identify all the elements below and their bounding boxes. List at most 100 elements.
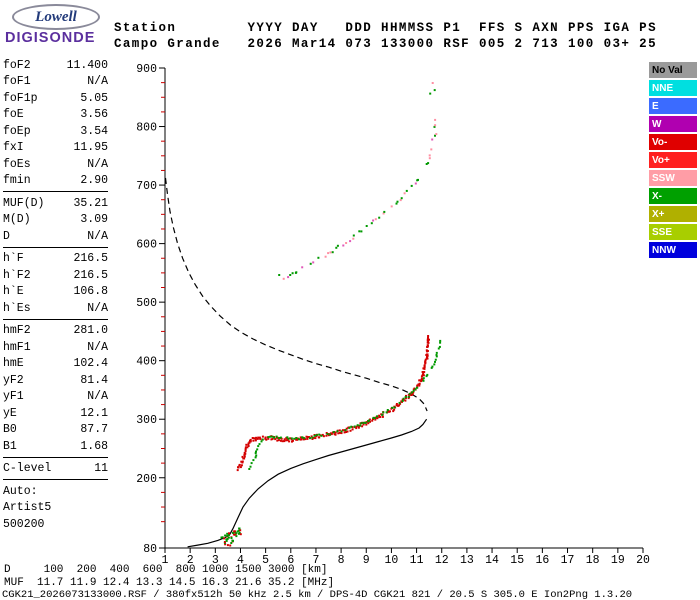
lowell-logo: Lowell	[12, 4, 100, 30]
param-value: 35.21	[73, 196, 108, 210]
param-value: 3.09	[80, 213, 108, 227]
param-label: B0	[3, 423, 17, 437]
param-row-d: D N/A	[3, 228, 108, 245]
station-header-line1: Station YYYY DAY DDD HHMMSS P1 FFS S AXN…	[114, 21, 657, 35]
param-row-hmf1: hmF1 N/A	[3, 339, 108, 356]
param-row-m-d: M(D) 3.09	[3, 212, 108, 229]
x-tick-label: 11	[410, 554, 424, 567]
param-row-fof1p: foF1p 5.05	[3, 90, 108, 107]
param-row-fof2: foF2 11.400	[3, 57, 108, 74]
param-row-fxi: fxI 11.95	[3, 140, 108, 157]
param-label: hmF2	[3, 324, 31, 338]
param-value: 12.1	[80, 406, 108, 420]
parameter-panel: foF2 11.400 foF1 N/A foF1p 5.05 foE 3.56 foEp 3.5…	[3, 57, 108, 533]
param-row-ye: yE 12.1	[3, 405, 108, 422]
param-value: 11	[94, 462, 108, 476]
param-label: h`F2	[3, 268, 31, 282]
param-row-h-f: h`F 216.5	[3, 251, 108, 268]
legend-item-ssw: SSW	[649, 170, 697, 186]
digisonde-wordmark: DIGISONDE	[5, 30, 96, 46]
direction-legend: No Val NNE E W Vo- Vo+ SSW X- X+ SSE NNW	[649, 62, 697, 260]
y-tick-label: 900	[136, 63, 157, 76]
legend-item-vo: Vo-	[649, 134, 697, 150]
param-value: 216.5	[73, 252, 108, 266]
x-tick-label: 17	[561, 554, 575, 567]
param-value: 2.90	[80, 174, 108, 188]
param-row-b0: B0 87.7	[3, 422, 108, 439]
param-label: fmin	[3, 174, 31, 188]
param-separator	[3, 479, 108, 480]
param-value: 281.0	[73, 324, 108, 338]
param-value: N/A	[87, 340, 108, 354]
param-value: 3.56	[80, 108, 108, 122]
param-row-auto: Auto:	[3, 483, 108, 500]
legend-item-e: E	[649, 98, 697, 114]
param-row-foes: foEs N/A	[3, 156, 108, 173]
x-tick-label: 9	[363, 554, 370, 567]
param-label: 500200	[3, 517, 45, 531]
param-value: 1.68	[80, 439, 108, 453]
y-tick-label: 700	[136, 180, 157, 193]
x-tick-label: 12	[435, 554, 449, 567]
param-label: MUF(D)	[3, 196, 45, 210]
x-tick-label: 3	[212, 554, 219, 567]
x-tick-label: 14	[485, 554, 499, 567]
muf-row: MUF 11.7 11.9 12.4 13.3 14.5 16.3 21.6 3…	[4, 577, 335, 589]
param-label: D	[3, 229, 10, 243]
x-tick-label: 1	[162, 554, 169, 567]
param-label: Artist5	[3, 501, 52, 515]
param-value: 11.95	[73, 141, 108, 155]
param-separator	[3, 456, 108, 458]
param-row-c-level: C-level 11	[3, 461, 108, 478]
param-row-fof1: foF1 N/A	[3, 74, 108, 91]
x-tick-label: 16	[535, 554, 549, 567]
param-separator	[3, 191, 108, 192]
station-header-line2: Campo Grande 2026 Mar14 073 133000 RSF 0…	[114, 37, 657, 51]
param-value: 5.05	[80, 91, 108, 105]
param-value: 81.4	[80, 373, 108, 387]
param-label: foF2	[3, 58, 31, 72]
x-tick-label: 7	[312, 554, 319, 567]
x-tick-label: 19	[611, 554, 625, 567]
param-row-h-e: h`E 106.8	[3, 284, 108, 301]
param-label: foF1	[3, 75, 31, 89]
x-tick-label: 8	[338, 554, 345, 567]
y-tick-label: 800	[136, 122, 157, 135]
param-label: h`F	[3, 252, 24, 266]
series-f-trace-x-mode	[248, 339, 442, 470]
x-tick-label: 4	[237, 554, 244, 567]
param-value: 216.5	[73, 268, 108, 282]
param-row-foep: foEp 3.54	[3, 123, 108, 140]
legend-item-no-val: No Val	[649, 62, 697, 78]
param-value: 87.7	[80, 423, 108, 437]
param-row-artist5: Artist5	[3, 500, 108, 517]
param-row-b1: B1 1.68	[3, 438, 108, 455]
x-tick-label: 2	[187, 554, 194, 567]
param-label: C-level	[3, 462, 52, 476]
param-label: foEs	[3, 157, 31, 171]
y-tick-label: 200	[136, 473, 157, 486]
legend-item-x: X+	[649, 206, 697, 222]
y-tick-label: 400	[136, 356, 157, 369]
series-noise-specks	[278, 82, 436, 276]
series-transmission-curve	[164, 177, 428, 412]
param-row-h-es: h`Es N/A	[3, 300, 108, 317]
series-e-region-echoes	[220, 527, 242, 547]
param-label: Auto:	[3, 484, 38, 498]
param-label: yE	[3, 406, 17, 420]
distance-row: D 100 200 400 600 800 1000 1500 3000 [km…	[4, 564, 328, 576]
legend-item-nne: NNE	[649, 80, 697, 96]
param-value: 102.4	[73, 357, 108, 371]
param-label: foEp	[3, 124, 31, 138]
legend-item-vo: Vo+	[649, 152, 697, 168]
param-value: 3.54	[80, 124, 108, 138]
param-row-yf1: yF1 N/A	[3, 389, 108, 406]
y-tick-label: 500	[136, 297, 157, 310]
param-value: N/A	[87, 390, 108, 404]
param-separator	[3, 318, 108, 320]
x-tick-label: 10	[385, 554, 399, 567]
lowell-logo-text: Lowell	[35, 8, 77, 25]
param-value: 11.400	[66, 58, 108, 72]
